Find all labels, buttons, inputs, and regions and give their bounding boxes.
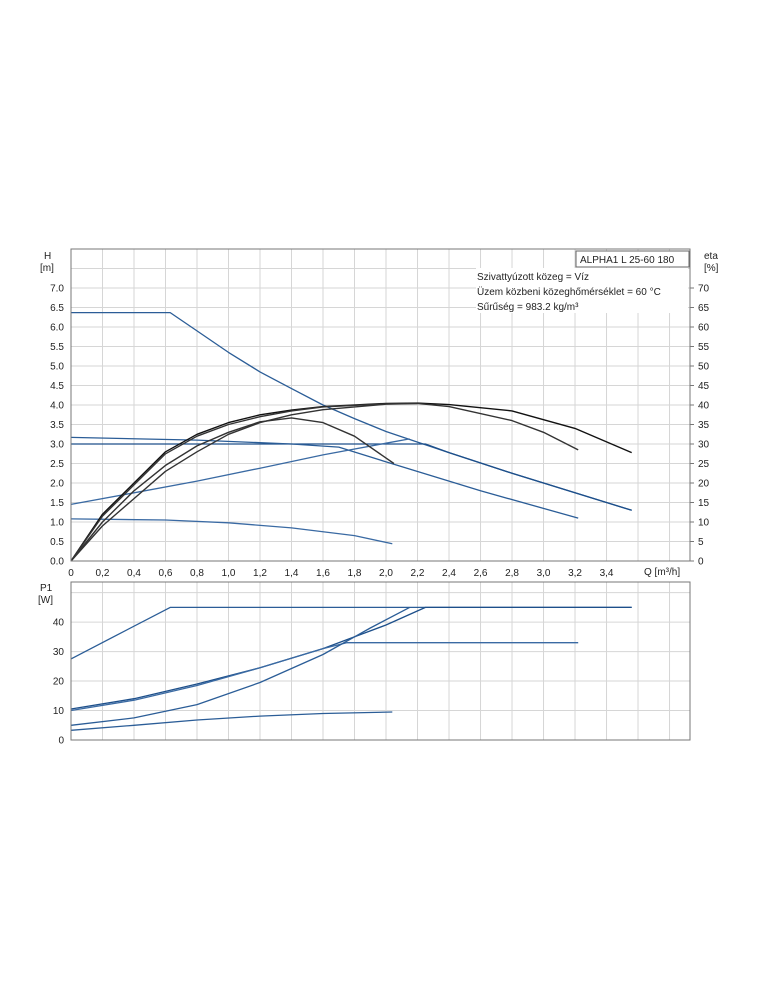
y-tick-label: 2.5 [50, 459, 64, 470]
x-tick-label: 0,2 [96, 568, 110, 579]
tick-labels: 0 0,2 0,4 0,6 0,8 1,0 1,2 1,4 1,6 1,8 2,0 2,2 2,4 2,6… [50, 284, 709, 747]
y-tick-label: 6.5 [50, 303, 64, 314]
info-density: Sűrűség = 983.2 kg/m³ [477, 302, 579, 313]
p1-tick-label: 40 [53, 618, 65, 629]
eta-curve [70, 402, 632, 562]
y-axis-unit-h: [m] [40, 263, 54, 274]
y-tick-label: 1.0 [50, 518, 64, 529]
y-tick-label: 1.5 [50, 498, 64, 509]
y2-tick-label: 0 [698, 557, 704, 568]
x-tick-label: 1,8 [348, 568, 362, 579]
head-curve [70, 436, 579, 519]
y-tick-label: 2.0 [50, 479, 64, 490]
x-tick-label: 2,8 [505, 568, 519, 579]
x-tick-label: 1,4 [285, 568, 299, 579]
x-tick-label: 0,6 [159, 568, 173, 579]
power-series [70, 606, 632, 731]
y2-axis-unit-eta: [%] [704, 263, 719, 274]
power-curve [70, 711, 393, 731]
y2-tick-label: 15 [698, 498, 710, 509]
x-tick-label: 0 [68, 568, 74, 579]
x-axis-label: Q [m³/h] [644, 567, 680, 578]
info-temperature: Üzem közbeni közeghőmérséklet = 60 °C [477, 286, 661, 298]
head-curve [70, 518, 393, 545]
x-tick-label: 2,2 [411, 568, 425, 579]
y-axis-label-h: H [44, 251, 51, 262]
y-axis-label-p1: P1 [40, 583, 53, 594]
head-curve [71, 443, 632, 511]
eta-curve [70, 417, 395, 562]
y2-tick-label: 70 [698, 284, 710, 295]
y2-tick-label: 40 [698, 401, 710, 412]
y-tick-label: 4.0 [50, 401, 64, 412]
y-tick-label: 6.0 [50, 323, 64, 334]
power-grid [71, 582, 690, 740]
power-curve [70, 606, 632, 710]
y2-tick-label: 25 [698, 459, 710, 470]
y2-tick-label: 65 [698, 303, 710, 314]
x-tick-label: 1,2 [253, 568, 267, 579]
x-tick-label: 2,6 [474, 568, 488, 579]
p1-tick-label: 20 [53, 677, 65, 688]
y2-tick-label: 10 [698, 518, 710, 529]
x-tick-label: 0,8 [190, 568, 204, 579]
power-plot-frame [70, 581, 691, 741]
power-curve [70, 642, 579, 712]
head-eta-series [70, 311, 632, 562]
y2-tick-label: 50 [698, 362, 710, 373]
y-axis-unit-p1: [W] [38, 595, 53, 606]
y-tick-label: 0.5 [50, 537, 64, 548]
eta-curve [70, 402, 579, 562]
info-medium: Szivattyúzott közeg = Víz [477, 272, 589, 283]
x-tick-label: 0,4 [127, 568, 141, 579]
head-curve [70, 438, 410, 506]
y-tick-label: 3.5 [50, 420, 64, 431]
x-tick-label: 1,6 [316, 568, 330, 579]
x-tick-label: 3,4 [600, 568, 614, 579]
x-tick-label: 2,4 [442, 568, 456, 579]
x-tick-label: 1,0 [222, 568, 236, 579]
y-tick-label: 0.0 [50, 557, 64, 568]
eta-curve [70, 402, 418, 562]
p1-tick-label: 10 [53, 706, 65, 717]
title-box [575, 250, 690, 268]
y2-tick-label: 20 [698, 479, 710, 490]
y-tick-label: 3.0 [50, 440, 64, 451]
p1-tick-label: 30 [53, 647, 65, 658]
y2-axis-label-eta: eta [704, 251, 718, 262]
y-tick-label: 7.0 [50, 284, 64, 295]
y2-tick-label: 45 [698, 381, 710, 392]
info-background [476, 268, 688, 313]
y-tick-label: 5.5 [50, 342, 64, 353]
y2-tick-label: 60 [698, 323, 710, 334]
p1-tick-label: 0 [58, 736, 64, 747]
x-tick-label: 2,0 [379, 568, 393, 579]
x-tick-label: 3,0 [537, 568, 551, 579]
y2-tick-label: 55 [698, 342, 710, 353]
y2-tick-label: 30 [698, 440, 710, 451]
y2-tick-label: 5 [698, 537, 704, 548]
y-tick-label: 5.0 [50, 362, 64, 373]
x-tick-label: 3,2 [568, 568, 582, 579]
y-tick-label: 4.5 [50, 381, 64, 392]
power-curve [70, 606, 410, 726]
y2-tick-label: 35 [698, 420, 710, 431]
chart-title: ALPHA1 L 25-60 180 [580, 255, 675, 266]
